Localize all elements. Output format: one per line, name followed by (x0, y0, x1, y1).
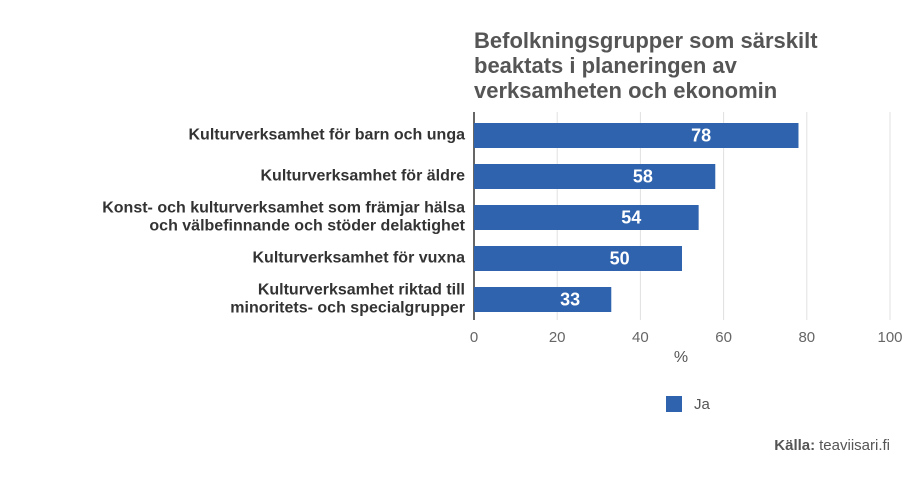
legend-swatch (666, 396, 682, 412)
bar (474, 205, 699, 230)
x-tick-label: 100 (877, 329, 902, 346)
x-tick-label: 20 (549, 329, 566, 346)
bar (474, 123, 799, 148)
y-tick-label: Kulturverksamhet för äldre (260, 168, 465, 185)
data-label: 54 (621, 207, 641, 227)
x-tick-label: 0 (470, 329, 478, 346)
source-label: Källa: (774, 437, 815, 454)
source-text: teaviisari.fi (819, 437, 890, 454)
chart-title: Befolkningsgrupper som särskilt beaktats … (474, 28, 818, 103)
y-tick-label: Konst- och kulturverksamhet som främjar … (102, 200, 465, 235)
text-line: Befolkningsgrupper som särskilt (474, 28, 818, 53)
bar (474, 287, 612, 312)
data-label: 50 (610, 248, 630, 268)
text-line: Kulturverksamhet för barn och unga (189, 127, 466, 144)
x-tick-label: 80 (798, 329, 815, 346)
data-label: 78 (691, 125, 711, 145)
text-line: beaktats i planeringen av (474, 53, 738, 78)
legend-label: Ja (694, 396, 711, 413)
text-line: och välbefinnande och stöder delaktighet (149, 218, 465, 235)
text-line: Kulturverksamhet för äldre (260, 168, 465, 185)
source: Källa: teaviisari.fi (774, 437, 890, 454)
y-tick-label: Kulturverksamhet riktad till minoritets- … (230, 282, 465, 317)
text-line: Kulturverksamhet riktad till (258, 282, 465, 299)
text-line: Kulturverksamhet för vuxna (252, 250, 465, 267)
text-line: minoritets- och specialgrupper (230, 300, 465, 317)
x-tick-label: 40 (632, 329, 649, 346)
x-axis-label: % (674, 349, 688, 366)
y-tick-label: Kulturverksamhet för vuxna (252, 250, 465, 267)
data-label: 58 (633, 166, 653, 186)
x-tick-label: 60 (715, 329, 732, 346)
y-tick-label: Kulturverksamhet för barn och unga (189, 127, 466, 144)
data-label: 33 (560, 289, 580, 309)
bar (474, 246, 682, 271)
text-line: verksamheten och ekonomin (474, 78, 777, 103)
text-line: Konst- och kulturverksamhet som främjar … (102, 200, 465, 217)
bar (474, 164, 716, 189)
